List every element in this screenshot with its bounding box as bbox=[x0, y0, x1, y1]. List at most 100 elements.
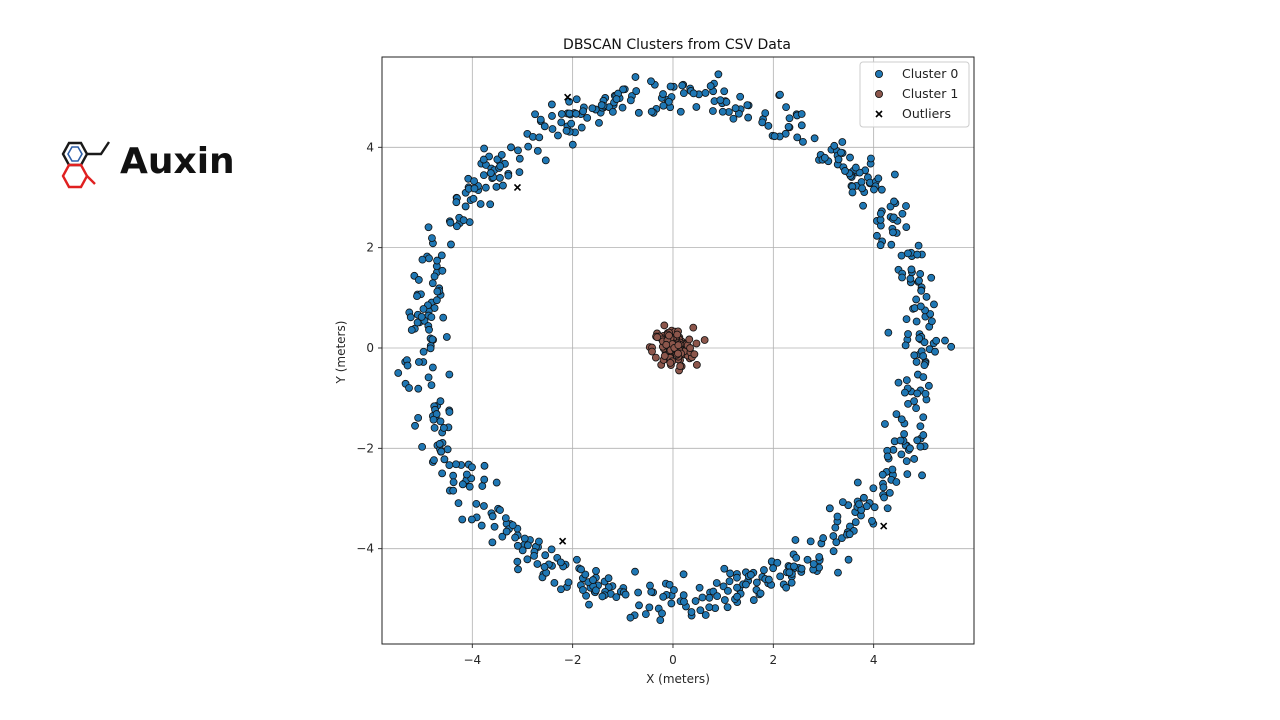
data-point bbox=[892, 478, 901, 486]
data-point bbox=[658, 609, 666, 618]
data-point bbox=[903, 470, 912, 479]
data-point bbox=[913, 250, 922, 259]
data-point bbox=[897, 251, 906, 260]
data-point bbox=[419, 347, 428, 356]
data-point bbox=[701, 611, 710, 619]
data-point bbox=[674, 349, 682, 358]
data-point bbox=[618, 103, 627, 112]
data-point bbox=[873, 231, 881, 240]
data-point bbox=[733, 592, 741, 601]
data-point bbox=[714, 70, 723, 79]
y-tick-label: −2 bbox=[356, 441, 374, 455]
data-point bbox=[904, 330, 912, 338]
data-point bbox=[926, 310, 935, 318]
data-point bbox=[894, 378, 903, 387]
data-point bbox=[848, 188, 857, 197]
data-point bbox=[418, 255, 427, 264]
data-point bbox=[403, 361, 412, 370]
data-point bbox=[724, 586, 732, 595]
data-point bbox=[428, 335, 437, 344]
data-point bbox=[692, 360, 701, 369]
legend-marker-cluster-1 bbox=[875, 90, 884, 99]
lower-substituent bbox=[86, 175, 96, 185]
data-point bbox=[588, 104, 597, 113]
data-point bbox=[769, 564, 778, 573]
data-point bbox=[459, 216, 468, 225]
data-point bbox=[896, 436, 905, 445]
data-point bbox=[452, 198, 461, 207]
data-point bbox=[851, 163, 860, 172]
data-point bbox=[862, 502, 871, 511]
data-point bbox=[846, 153, 854, 162]
data-point bbox=[718, 107, 727, 116]
data-point bbox=[438, 469, 447, 478]
data-point bbox=[547, 100, 556, 109]
data-point bbox=[869, 484, 878, 493]
data-point bbox=[419, 305, 428, 313]
data-point bbox=[670, 586, 678, 594]
data-point bbox=[874, 174, 883, 183]
data-point bbox=[446, 218, 455, 227]
data-point bbox=[689, 323, 698, 332]
data-point bbox=[666, 82, 675, 91]
data-point bbox=[790, 562, 798, 571]
data-point bbox=[927, 273, 936, 282]
data-point bbox=[758, 118, 767, 127]
data-point bbox=[726, 569, 735, 578]
data-point bbox=[547, 545, 556, 554]
data-point bbox=[887, 240, 896, 249]
data-point bbox=[898, 209, 907, 218]
data-point bbox=[533, 146, 542, 155]
data-point bbox=[832, 538, 841, 547]
data-point bbox=[541, 156, 550, 165]
data-point bbox=[445, 370, 454, 379]
data-point bbox=[656, 616, 665, 625]
data-point bbox=[913, 436, 922, 445]
data-point bbox=[764, 575, 773, 584]
y-tick-label: 4 bbox=[366, 140, 374, 154]
data-point bbox=[436, 397, 445, 406]
data-point bbox=[705, 603, 714, 612]
data-point bbox=[752, 578, 761, 587]
data-point bbox=[498, 532, 507, 541]
data-point bbox=[725, 577, 734, 586]
data-point bbox=[906, 444, 914, 453]
data-point bbox=[799, 137, 807, 146]
data-point bbox=[733, 583, 741, 592]
data-point bbox=[787, 578, 796, 587]
data-point bbox=[407, 326, 416, 334]
data-point bbox=[910, 351, 919, 360]
x-tick-label: −2 bbox=[564, 653, 582, 667]
data-point bbox=[515, 154, 524, 163]
data-point bbox=[689, 89, 698, 98]
data-point bbox=[432, 296, 441, 305]
data-point bbox=[445, 408, 454, 416]
x-tick-label: −4 bbox=[463, 653, 481, 667]
data-point bbox=[612, 95, 621, 103]
data-point bbox=[810, 134, 819, 143]
data-point bbox=[902, 202, 910, 210]
data-point bbox=[914, 241, 923, 250]
data-point bbox=[548, 125, 557, 133]
data-point bbox=[595, 118, 603, 127]
data-point bbox=[742, 580, 750, 589]
data-point bbox=[626, 96, 635, 105]
data-point bbox=[452, 460, 460, 469]
data-point bbox=[838, 138, 847, 146]
data-point bbox=[700, 336, 709, 344]
data-point bbox=[579, 586, 587, 594]
data-point bbox=[577, 123, 586, 132]
data-point bbox=[564, 578, 573, 587]
data-point bbox=[691, 597, 700, 605]
data-point bbox=[597, 101, 606, 110]
data-point bbox=[462, 470, 471, 479]
data-point bbox=[540, 122, 549, 131]
data-point bbox=[481, 183, 490, 192]
y-axis-label: Y (meters) bbox=[334, 321, 348, 385]
data-point bbox=[686, 344, 695, 352]
data-point bbox=[501, 514, 510, 523]
data-point bbox=[641, 610, 650, 619]
data-point bbox=[884, 328, 893, 337]
data-point bbox=[845, 530, 854, 539]
data-point bbox=[696, 606, 705, 615]
